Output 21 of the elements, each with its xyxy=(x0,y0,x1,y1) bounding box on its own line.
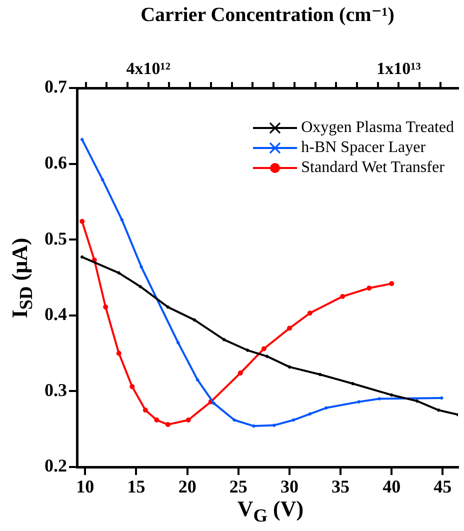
x-axis-title: V$_{G}$ (V) xyxy=(236,496,305,526)
x2-axis-title: Carrier Concentration (cm⁻¹) xyxy=(140,4,394,26)
x-tick-label: 35 xyxy=(332,476,350,496)
y-tick-label: 0.3 xyxy=(44,380,67,400)
x-tick-label: 40 xyxy=(382,476,401,496)
legend-label: Oxygen Plasma Treated xyxy=(301,118,454,138)
x-tick-label: 10 xyxy=(76,476,94,496)
x-tick-label: 15 xyxy=(127,476,146,496)
legend-label: h-BN Spacer Layer xyxy=(301,138,426,158)
y-tick-label: 0.6 xyxy=(44,152,67,172)
legend-label: Standard Wet Transfer xyxy=(301,158,444,178)
x-tick-label: 25 xyxy=(229,476,248,496)
y-tick-label: 0.2 xyxy=(44,456,67,476)
y-tick-label: 0.7 xyxy=(44,76,67,97)
x-tick-label: 45 xyxy=(434,476,452,496)
x-tick-label: 30 xyxy=(280,476,298,496)
x2-tick-label: 4x10¹² xyxy=(126,59,170,78)
x-tick-label: 20 xyxy=(178,476,196,496)
y-tick-label: 0.5 xyxy=(44,228,67,248)
y-tick-label: 0.4 xyxy=(44,304,67,324)
x2-tick-label: 1x10¹³ xyxy=(376,59,421,78)
